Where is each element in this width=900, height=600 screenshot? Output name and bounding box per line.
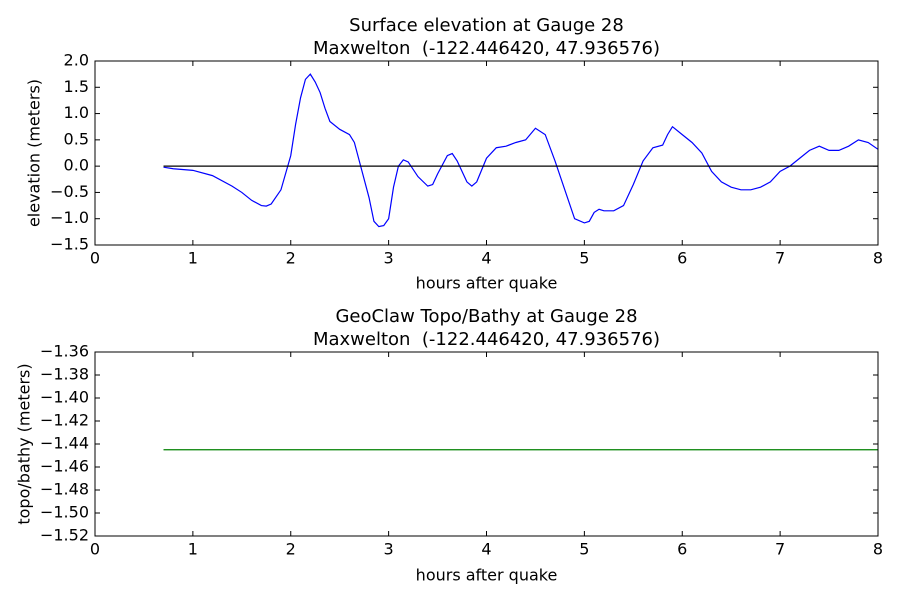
y-tick-label: −1.46 [40, 457, 89, 476]
x-tick-label: 7 [775, 540, 785, 559]
chart-subtitle: Maxwelton (-122.446420, 47.936576) [313, 329, 660, 350]
x-tick-label: 2 [286, 540, 296, 559]
x-axis-label: hours after quake [416, 566, 558, 585]
x-tick-label: 2 [286, 249, 296, 268]
x-axis-label: hours after quake [416, 274, 558, 293]
y-tick-label: −1.38 [40, 365, 89, 384]
axes-frame [94, 60, 879, 246]
x-tick-label: 1 [188, 540, 198, 559]
x-tick-label: 7 [775, 249, 785, 268]
y-tick-label: −1.48 [40, 480, 89, 499]
x-tick-label: 5 [579, 249, 589, 268]
y-tick-label: −1.44 [40, 434, 89, 453]
y-tick-label: −0.5 [50, 182, 89, 201]
data-line [163, 73, 879, 228]
x-tick-label: 1 [188, 249, 198, 268]
x-tick-label: 4 [481, 540, 491, 559]
chart-title: Surface elevation at Gauge 28 [349, 15, 624, 36]
y-tick-label: 2.0 [64, 51, 89, 70]
axes-frame [94, 351, 879, 537]
x-tick-label: 0 [90, 540, 100, 559]
y-axis-label: elevation (meters) [25, 79, 44, 227]
x-tick-label: 3 [384, 540, 394, 559]
y-tick-label: 1.5 [64, 77, 89, 96]
x-tick-label: 5 [579, 540, 589, 559]
x-tick-label: 8 [873, 249, 883, 268]
y-tick-label: −1.36 [40, 342, 89, 361]
x-tick-label: 0 [90, 249, 100, 268]
y-tick-label: −1.50 [40, 503, 89, 522]
chart-subtitle: Maxwelton (-122.446420, 47.936576) [313, 38, 660, 59]
y-tick-label: 0.5 [64, 129, 89, 148]
chart-title: GeoClaw Topo/Bathy at Gauge 28 [335, 306, 637, 327]
y-tick-label: 0.0 [64, 156, 89, 175]
y-tick-label: −1.52 [40, 526, 89, 545]
y-axis-label: topo/bathy (meters) [15, 363, 34, 524]
y-tick-label: −1.5 [50, 235, 89, 254]
y-tick-label: 1.0 [64, 103, 89, 122]
x-tick-label: 8 [873, 540, 883, 559]
y-tick-label: −1.0 [50, 208, 89, 227]
x-tick-label: 4 [481, 249, 491, 268]
y-tick-label: −1.42 [40, 411, 89, 430]
x-tick-label: 3 [384, 249, 394, 268]
x-tick-label: 6 [677, 540, 687, 559]
x-tick-label: 6 [677, 249, 687, 268]
subplot: GeoClaw Topo/Bathy at Gauge 28Maxwelton … [15, 306, 884, 585]
y-tick-label: −1.40 [40, 388, 89, 407]
